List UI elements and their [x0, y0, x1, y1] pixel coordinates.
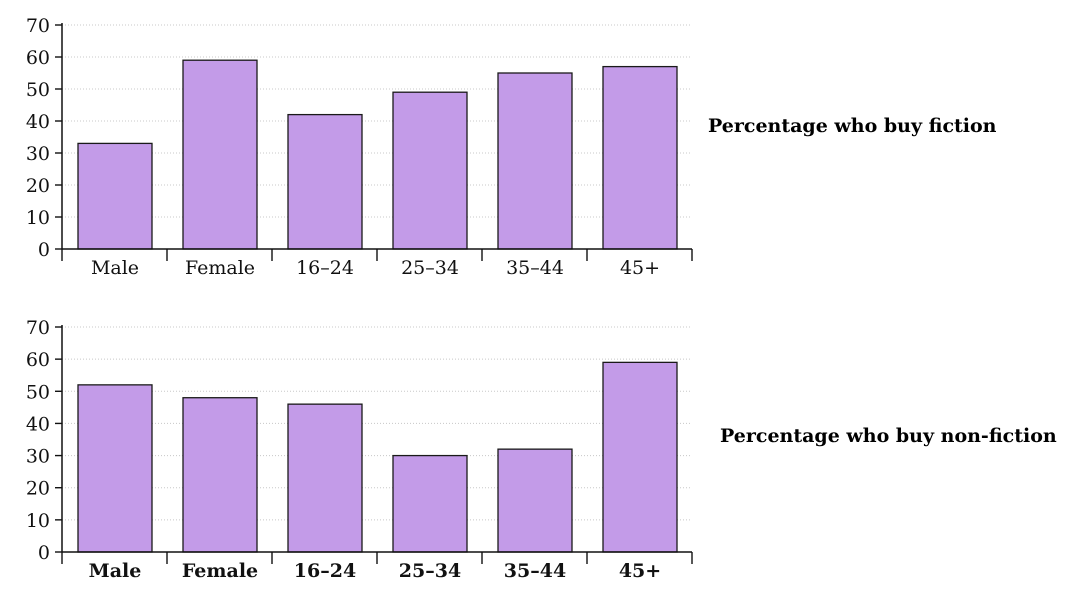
- y-tick-label: 0: [38, 542, 50, 564]
- bar: [287, 403, 363, 553]
- bar: [77, 384, 153, 553]
- x-tick-label: 16–24: [294, 560, 356, 582]
- bar: [602, 65, 678, 250]
- y-tick-label: 10: [26, 510, 50, 532]
- bar: [602, 361, 678, 553]
- bar: [497, 448, 573, 553]
- bar: [392, 454, 468, 553]
- non-fiction-chart-title: Percentage who buy non-fiction: [720, 425, 1057, 447]
- x-tick-label: 35–44: [504, 560, 566, 582]
- x-tick-label: 25–34: [399, 560, 461, 582]
- x-tick-label: Female: [182, 560, 258, 582]
- y-tick-label: 20: [26, 175, 50, 197]
- x-tick-label: 25–34: [401, 257, 459, 279]
- bar: [287, 113, 363, 250]
- x-tick-label: 35–44: [506, 257, 564, 279]
- y-tick-label: 60: [26, 349, 50, 371]
- bar: [182, 397, 258, 553]
- x-tick-label: Male: [89, 560, 142, 582]
- y-tick-label: 30: [26, 143, 50, 165]
- y-tick-label: 50: [26, 381, 50, 403]
- x-tick-label: 16–24: [296, 257, 354, 279]
- x-tick-label: Male: [91, 257, 139, 279]
- x-tick-label: 45+: [619, 560, 661, 582]
- y-tick-label: 70: [26, 15, 50, 37]
- bar: [182, 59, 258, 250]
- x-tick-label: Female: [185, 257, 255, 279]
- y-tick-label: 70: [26, 317, 50, 339]
- y-tick-label: 10: [26, 207, 50, 229]
- y-tick-label: 0: [38, 239, 50, 261]
- y-tick-label: 30: [26, 446, 50, 468]
- y-tick-label: 50: [26, 79, 50, 101]
- bar: [497, 72, 573, 250]
- non-fiction-chart: 0 10 20 30 40 50 60 70 Male Female 16–24 25–34 35–44…: [26, 317, 693, 582]
- bar: [392, 91, 468, 250]
- y-tick-label: 60: [26, 47, 50, 69]
- fiction-chart: 0 10 20 30 40 50 60 70 Male Female 16–24 25–34 35–44…: [26, 15, 693, 279]
- y-tick-label: 40: [26, 413, 50, 435]
- y-tick-label: 20: [26, 478, 50, 500]
- bar: [77, 142, 153, 250]
- y-tick-label: 40: [26, 111, 50, 133]
- fiction-chart-title: Percentage who buy fiction: [708, 115, 997, 137]
- x-tick-label: 45+: [620, 257, 660, 279]
